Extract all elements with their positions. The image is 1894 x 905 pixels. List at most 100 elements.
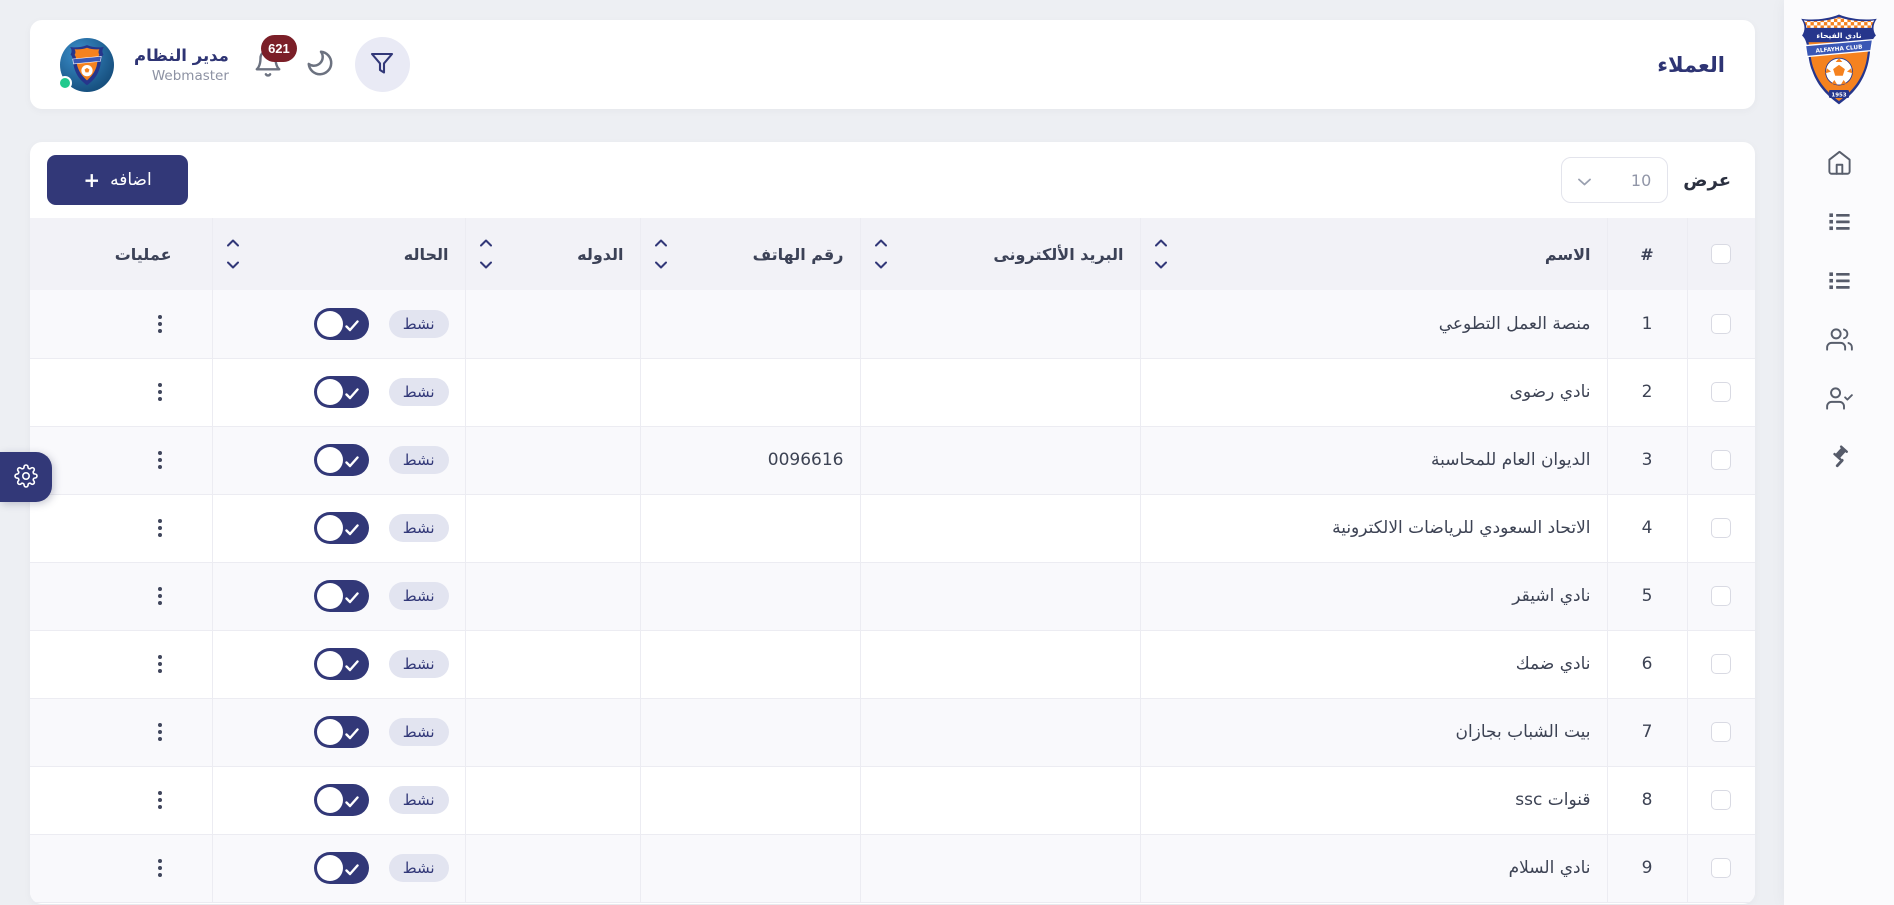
active-toggle[interactable] xyxy=(313,512,369,544)
sort-asc-icon[interactable] xyxy=(1154,239,1167,247)
sort-asc-icon[interactable] xyxy=(479,239,492,247)
row-actions-cell xyxy=(30,562,212,630)
row-number-cell: 9 xyxy=(1606,834,1687,902)
active-toggle[interactable] xyxy=(313,307,369,340)
page-size-value: 10 xyxy=(1630,170,1652,190)
status-badge: نشط xyxy=(388,854,449,882)
gear-icon xyxy=(14,463,38,491)
sidebar-item-users[interactable] xyxy=(1825,327,1853,355)
active-toggle[interactable] xyxy=(313,852,369,884)
status-badge: نشط xyxy=(388,786,449,814)
row-country-cell xyxy=(464,494,640,562)
row-country-cell xyxy=(464,562,640,630)
sort-asc-icon[interactable] xyxy=(874,239,887,247)
page-title: العملاء xyxy=(1657,52,1725,77)
row-country-cell xyxy=(464,630,640,698)
settings-button[interactable] xyxy=(0,452,52,502)
table-row: 4 الاتحاد السعودي للرياضات الالكترونية ن… xyxy=(30,494,1755,562)
club-logo: نادي الفيحاء ALFAYHA CLUB 1953 xyxy=(1797,12,1881,106)
main-area: العملاء 621 xyxy=(30,20,1755,904)
row-select-cell xyxy=(1686,290,1755,358)
row-checkbox[interactable] xyxy=(1711,518,1732,538)
row-checkbox[interactable] xyxy=(1711,858,1732,878)
page-size-select[interactable]: 10 xyxy=(1561,157,1669,203)
row-status-cell: نشط xyxy=(211,698,465,766)
kebab-menu-icon[interactable] xyxy=(152,649,168,679)
row-country-cell xyxy=(464,358,640,426)
status-badge: نشط xyxy=(388,446,449,474)
row-phone-cell xyxy=(639,290,860,358)
row-select-cell xyxy=(1686,562,1755,630)
sidebar-item-auctions[interactable] xyxy=(1825,444,1853,473)
sidebar-item-home[interactable] xyxy=(1825,150,1853,178)
header-status-label: الحاله xyxy=(403,244,449,264)
notification-count-badge: 621 xyxy=(260,34,297,62)
user-role: Webmaster xyxy=(151,67,229,84)
dark-mode-button[interactable] xyxy=(305,48,335,81)
avatar[interactable] xyxy=(58,37,114,92)
select-all-checkbox[interactable] xyxy=(1711,244,1732,265)
kebab-menu-icon[interactable] xyxy=(152,445,168,475)
kebab-menu-icon[interactable] xyxy=(152,785,168,815)
kebab-menu-icon[interactable] xyxy=(152,717,168,747)
row-email-cell xyxy=(859,290,1140,358)
kebab-menu-icon[interactable] xyxy=(152,377,168,407)
sort-desc-icon[interactable] xyxy=(479,261,492,269)
sort-desc-icon[interactable] xyxy=(1154,261,1167,269)
kebab-menu-icon[interactable] xyxy=(152,513,168,543)
row-number-cell: 7 xyxy=(1606,698,1687,766)
top-bar: العملاء 621 xyxy=(30,20,1755,109)
active-toggle[interactable] xyxy=(313,648,369,680)
sort-asc-icon[interactable] xyxy=(226,239,239,247)
header-phone-label: رقم الهاتف xyxy=(752,244,844,264)
status-badge: نشط xyxy=(388,514,449,542)
row-status-cell: نشط xyxy=(211,290,465,358)
active-toggle[interactable] xyxy=(313,580,369,612)
kebab-menu-icon[interactable] xyxy=(152,581,168,611)
sort-desc-icon[interactable] xyxy=(654,261,667,269)
sort-desc-icon[interactable] xyxy=(226,261,239,269)
row-country-cell xyxy=(464,834,640,902)
row-email-cell xyxy=(859,494,1140,562)
row-checkbox[interactable] xyxy=(1711,450,1732,470)
toggle-knob xyxy=(316,855,343,881)
row-actions-cell xyxy=(30,426,212,494)
club-name-english: ALFAYHA CLUB xyxy=(1815,45,1862,55)
row-email-cell xyxy=(859,766,1140,834)
sort-asc-icon[interactable] xyxy=(654,239,667,247)
notifications-button[interactable]: 621 xyxy=(251,34,297,83)
row-email-cell xyxy=(859,630,1140,698)
row-actions-cell xyxy=(30,494,212,562)
header-select-all xyxy=(1686,218,1755,290)
check-icon xyxy=(345,793,359,813)
check-icon xyxy=(345,385,359,405)
sidebar-item-list-2[interactable] xyxy=(1825,268,1853,296)
row-actions-cell xyxy=(30,358,212,426)
sort-control xyxy=(874,218,887,290)
row-checkbox[interactable] xyxy=(1711,313,1732,334)
row-status-cell: نشط xyxy=(211,766,465,834)
sort-desc-icon[interactable] xyxy=(874,261,887,269)
add-button[interactable]: اضافه + xyxy=(47,155,188,205)
active-toggle[interactable] xyxy=(313,444,369,476)
show-label: عرض xyxy=(1683,169,1731,191)
row-checkbox[interactable] xyxy=(1711,586,1732,606)
kebab-menu-icon[interactable] xyxy=(152,853,168,883)
sidebar-item-list-1[interactable] xyxy=(1825,209,1853,237)
list-icon xyxy=(1826,208,1853,239)
row-checkbox[interactable] xyxy=(1711,722,1732,742)
row-select-cell xyxy=(1686,698,1755,766)
active-toggle[interactable] xyxy=(313,716,369,748)
row-checkbox[interactable] xyxy=(1711,654,1732,674)
row-number-cell: 2 xyxy=(1606,358,1687,426)
row-name-cell: نادي السلام xyxy=(1139,834,1607,902)
active-toggle[interactable] xyxy=(313,784,369,816)
row-checkbox[interactable] xyxy=(1711,790,1732,810)
kebab-menu-icon[interactable] xyxy=(152,309,168,339)
toggle-knob xyxy=(316,787,343,813)
active-toggle[interactable] xyxy=(313,376,369,408)
row-status-cell: نشط xyxy=(211,562,465,630)
filter-button[interactable] xyxy=(354,37,410,92)
sidebar-item-user-check[interactable] xyxy=(1825,386,1853,414)
row-checkbox[interactable] xyxy=(1711,382,1732,402)
